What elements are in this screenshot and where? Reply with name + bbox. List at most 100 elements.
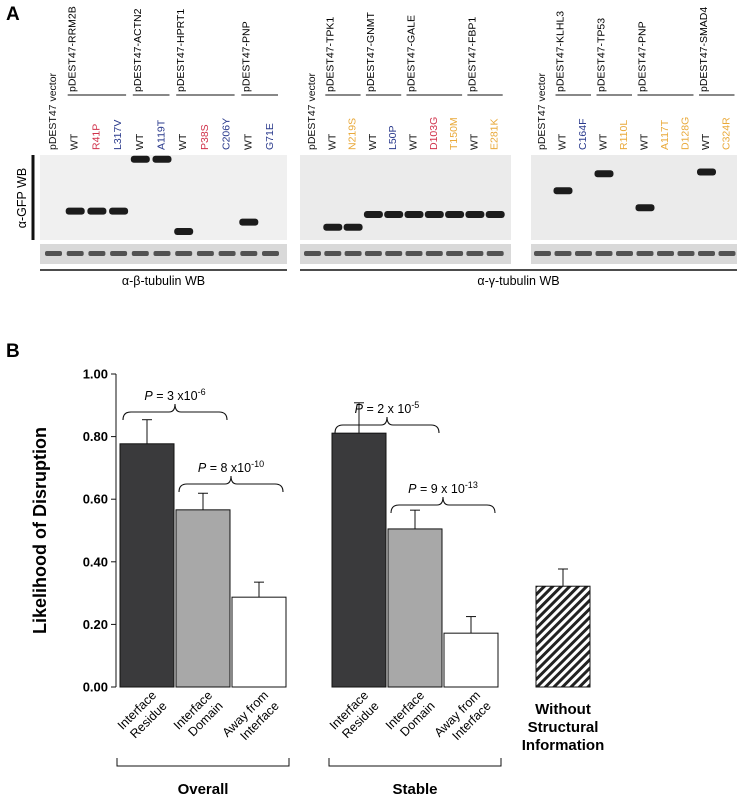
lane-label: N219S	[347, 118, 359, 150]
tubulin-band	[595, 251, 613, 256]
construct-label: pDEST47-TP53	[596, 18, 608, 92]
construct-label: pDEST47-GALE	[406, 15, 418, 92]
gfp-band	[130, 155, 150, 163]
tubulin-band	[88, 251, 106, 256]
tubulin-band	[196, 251, 214, 256]
p-value-label: P = 2 x 10-5	[355, 400, 420, 416]
p-value-label: P = 3 x10-6	[144, 387, 205, 403]
tubulin-band	[131, 251, 149, 256]
lane-label: D103G	[428, 117, 440, 150]
category-label: Without	[535, 701, 591, 718]
lane-label: C164F	[577, 118, 589, 150]
significance-brace	[122, 403, 228, 421]
category-label: InterfaceResidue	[327, 688, 382, 743]
gfp-band	[363, 211, 383, 218]
tubulin-band	[405, 251, 423, 256]
significance-brace	[334, 416, 440, 434]
y-tick-label: 0.60	[83, 492, 108, 507]
blot-1: pDEST47 vector WT R41P L317V WT A119T WT P38S C2…	[40, 6, 287, 288]
p-exponent: -6	[198, 387, 206, 397]
construct-label: pDEST47-RRM2B	[67, 6, 79, 92]
tubulin-band	[698, 251, 715, 256]
lane-label: pDEST47 vector	[536, 72, 548, 150]
lane-label: WT	[639, 133, 651, 150]
lane-label: E281K	[489, 118, 501, 150]
tubulin-band	[153, 251, 171, 256]
tubulin-band	[110, 251, 128, 256]
lane-label: R41P	[90, 124, 102, 150]
category-label: Away fromInterface	[432, 688, 494, 750]
lane-label: L317V	[112, 120, 124, 150]
tubulin-band	[534, 251, 551, 256]
y-tick-label: 0.80	[83, 429, 108, 444]
gfp-band	[553, 187, 573, 195]
p-symbol: P	[355, 402, 364, 416]
tubulin-band	[66, 251, 84, 256]
gfp-band	[424, 211, 444, 218]
gfp-band	[697, 168, 716, 176]
tubulin-band	[240, 251, 258, 256]
category-label: InterfaceDomain	[383, 688, 438, 743]
tubulin-band	[575, 251, 592, 256]
lane-label: WT	[177, 133, 189, 150]
construct-label: pDEST47-FBP1	[466, 17, 478, 92]
p-exponent: -13	[465, 480, 478, 490]
y-tick-label: 0.00	[83, 680, 108, 695]
bar	[231, 596, 287, 688]
gfp-band	[239, 218, 259, 226]
blot-2: pDEST47 vector WT N219S WT L50P WT D103G T150M W…	[300, 11, 737, 288]
lane-label: D128G	[680, 117, 692, 150]
lane-label: WT	[468, 133, 480, 150]
construct-label: pDEST47-PNP	[637, 21, 649, 92]
lane-label: WT	[326, 133, 338, 150]
tubulin-band	[324, 251, 342, 256]
lane-label: L50P	[387, 125, 399, 150]
gfp-label: α-GFP WB	[15, 168, 29, 228]
lane-label: G71E	[264, 123, 276, 150]
p-value-label: P = 9 x 10-13	[408, 480, 478, 496]
construct-label: pDEST47-SMAD4	[698, 7, 710, 92]
lane-label: T150M	[448, 117, 460, 150]
bar	[535, 585, 591, 688]
gfp-band	[174, 228, 194, 235]
tubulin-band	[364, 251, 382, 256]
group-bracket	[116, 758, 290, 767]
tubulin-band	[45, 251, 62, 256]
panel-b-label: B	[6, 341, 20, 362]
panel-a-western-blots: pDEST47 vector WT R41P L317V WT A119T WT P38S C2…	[15, 6, 737, 288]
gfp-band	[384, 211, 404, 218]
lane-label: WT	[700, 133, 712, 150]
p-mantissa: = 2 x 10	[363, 402, 411, 416]
gfp-band	[594, 170, 614, 178]
group-bracket	[328, 758, 502, 767]
bar	[443, 632, 499, 688]
y-axis-label: Likelihood of Disruption	[30, 427, 50, 634]
p-symbol: P	[408, 482, 417, 496]
lane-label: WT	[367, 133, 379, 150]
lane-label: P38S	[199, 124, 211, 150]
p-mantissa: = 9 x 10	[417, 482, 465, 496]
lane-label: A119T	[156, 119, 168, 150]
tubulin-band	[616, 251, 633, 256]
lane-label: pDEST47 vector	[306, 72, 318, 150]
significance-brace	[390, 496, 496, 514]
gfp-band	[65, 207, 85, 215]
p-value-label: P = 8 x10-10	[198, 459, 264, 475]
bar	[331, 432, 387, 688]
p-mantissa: = 3 x10	[153, 389, 198, 403]
tubulin-band	[304, 251, 321, 256]
gfp-band	[445, 211, 465, 218]
tubulin-band	[657, 251, 674, 256]
p-exponent: -10	[251, 459, 264, 469]
lane-label: WT	[408, 133, 420, 150]
gfp-gel	[531, 155, 737, 240]
construct-label: pDEST47-TPK1	[324, 17, 336, 92]
tubulin-band	[218, 251, 236, 256]
tubulin-band	[262, 251, 279, 256]
tubulin-band	[718, 251, 736, 256]
y-tick-label: 0.40	[83, 554, 108, 569]
blot-3: pDEST47 vector WT C164F WT R110L WT A117T D128G…	[531, 7, 737, 264]
p-exponent: -5	[411, 400, 419, 410]
gfp-band	[343, 223, 363, 231]
